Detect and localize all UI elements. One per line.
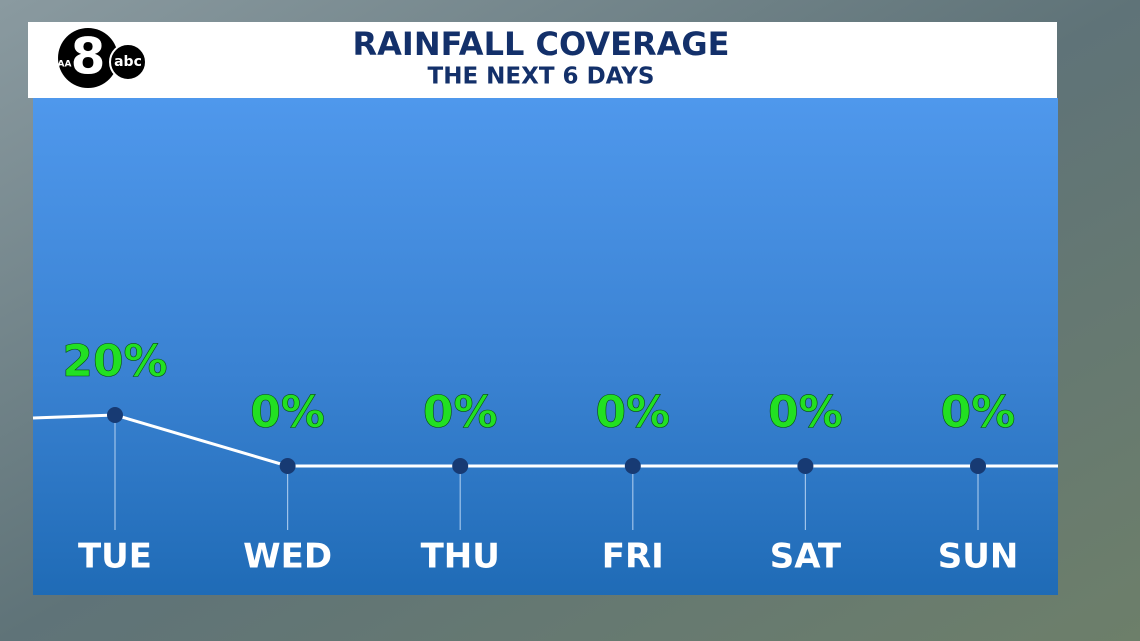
line-extension — [32, 413, 116, 420]
x-tick-label: THU — [421, 537, 500, 577]
value-label: 0% — [250, 387, 325, 438]
value-label: 0% — [423, 387, 498, 438]
data-point — [452, 458, 469, 474]
data-point — [107, 407, 123, 423]
x-tick-label: FRI — [602, 537, 664, 577]
data-line — [114, 413, 978, 468]
header — [28, 22, 1057, 98]
chart-title: RAINFALL COVERAGE — [353, 25, 730, 63]
chart-subtitle: THE NEXT 6 DAYS — [428, 64, 655, 90]
logo-channel: 8 — [71, 28, 106, 86]
x-tick-label: SAT — [770, 537, 842, 577]
value-label: 0% — [941, 387, 1016, 438]
data-point — [970, 458, 986, 474]
panel — [33, 98, 1058, 595]
logo-network: abc — [114, 54, 142, 70]
data-point — [797, 458, 814, 474]
data-point — [279, 458, 296, 474]
logo-badge — [58, 28, 118, 88]
logo-station: WFAA — [43, 60, 72, 70]
x-tick-label: SUN — [938, 537, 1019, 577]
logo-network-badge — [109, 43, 147, 81]
x-tick-label: WED — [243, 537, 332, 577]
value-label: 0% — [595, 387, 670, 438]
x-tick-label: TUE — [78, 537, 152, 577]
value-label: 20% — [62, 336, 167, 387]
value-label: 0% — [768, 387, 843, 438]
data-point — [624, 458, 641, 474]
